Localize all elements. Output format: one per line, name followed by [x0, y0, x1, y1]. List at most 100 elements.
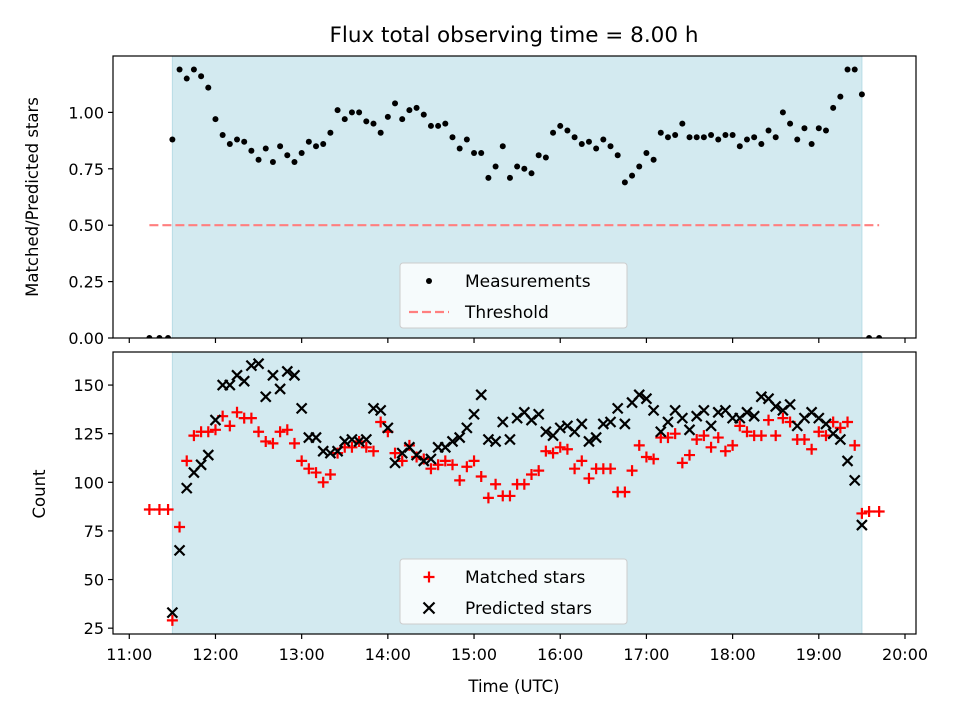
bottom-y-axis-label: Count — [30, 469, 49, 519]
data-point — [583, 435, 595, 448]
data-point — [611, 402, 624, 415]
data-point — [736, 143, 743, 150]
data-point — [432, 459, 444, 471]
data-point — [288, 437, 300, 449]
data-point — [165, 335, 172, 338]
data-point — [195, 459, 207, 471]
data-point — [399, 116, 406, 123]
data-point — [542, 154, 549, 161]
data-point — [183, 75, 190, 82]
y-tick-label: 1.00 — [68, 103, 104, 122]
data-point — [446, 435, 459, 448]
data-point — [808, 140, 815, 147]
legend-label: Matched stars — [465, 568, 585, 588]
data-point — [629, 172, 636, 179]
data-point — [691, 434, 703, 446]
x-tick-label: 16:00 — [537, 645, 583, 664]
data-point — [471, 150, 478, 157]
data-point — [252, 357, 265, 370]
data-point — [834, 433, 847, 446]
data-point — [636, 163, 643, 170]
data-point — [382, 422, 394, 434]
series-measurements — [146, 66, 883, 338]
bottom-plot-area — [143, 357, 885, 626]
data-point — [504, 490, 516, 502]
data-point — [313, 143, 320, 150]
data-point — [719, 445, 731, 457]
data-point — [442, 120, 449, 127]
data-point — [822, 127, 829, 134]
data-point — [866, 335, 873, 338]
data-point — [435, 122, 442, 129]
data-point — [734, 420, 746, 432]
data-point — [813, 426, 825, 438]
data-point — [496, 416, 509, 428]
data-point — [475, 470, 487, 482]
data-point — [605, 463, 617, 475]
legend-label: Predicted stars — [465, 599, 592, 619]
legend-box — [399, 262, 628, 329]
data-point — [698, 404, 710, 417]
x-tick-label: 11:00 — [106, 645, 152, 664]
x-tick-label: 14:00 — [365, 645, 411, 664]
data-point — [679, 120, 686, 127]
data-point — [317, 476, 329, 488]
data-point — [741, 406, 753, 419]
data-point — [320, 140, 327, 147]
data-point — [741, 426, 753, 438]
data-point — [396, 455, 408, 467]
data-point — [664, 134, 671, 141]
data-point — [260, 435, 272, 447]
data-point — [403, 439, 415, 451]
legend-marker — [426, 278, 432, 284]
data-point — [849, 439, 861, 451]
bottom-axes-frame — [112, 351, 917, 635]
data-point — [324, 469, 336, 481]
y-tick-label: 0.00 — [68, 329, 104, 348]
data-point — [224, 420, 236, 432]
data-point — [712, 432, 724, 444]
data-point — [332, 447, 344, 459]
series-predicted-stars — [166, 357, 868, 619]
data-point — [763, 414, 775, 426]
data-point — [851, 66, 858, 73]
data-point — [576, 418, 588, 430]
data-point — [331, 445, 344, 457]
data-point — [827, 416, 839, 428]
data-point — [526, 469, 538, 481]
data-point — [770, 430, 782, 442]
data-point — [564, 127, 571, 134]
data-point — [341, 116, 348, 123]
data-point — [367, 445, 379, 457]
data-point — [532, 408, 545, 421]
data-point — [413, 104, 420, 111]
data-point — [504, 433, 516, 446]
y-tick-label: 0.75 — [68, 160, 104, 179]
data-point — [729, 131, 736, 138]
data-point — [700, 134, 707, 141]
data-point — [683, 424, 696, 436]
data-point — [798, 434, 810, 446]
data-point — [425, 453, 437, 465]
data-point — [296, 455, 308, 467]
data-point — [633, 439, 645, 451]
data-point — [174, 521, 186, 533]
data-point — [492, 163, 499, 170]
data-point — [540, 445, 552, 457]
data-point — [209, 414, 222, 426]
data-point — [841, 455, 854, 467]
flux-ratio-panel: 0.00 0.25 0.50 0.75 1.00 Measurements Threshol… — [68, 55, 917, 348]
data-point — [590, 431, 602, 444]
data-point — [619, 418, 631, 430]
y-tick-label: 25 — [84, 619, 104, 638]
data-point — [604, 416, 617, 428]
data-point — [180, 482, 193, 494]
y-tick-label: 100 — [73, 473, 104, 492]
chart-title: Flux total observing time = 8.00 h — [330, 23, 699, 48]
data-point — [238, 375, 250, 387]
data-point — [779, 109, 786, 116]
data-point — [478, 150, 485, 157]
data-point — [743, 136, 750, 143]
legend-box — [399, 558, 628, 625]
